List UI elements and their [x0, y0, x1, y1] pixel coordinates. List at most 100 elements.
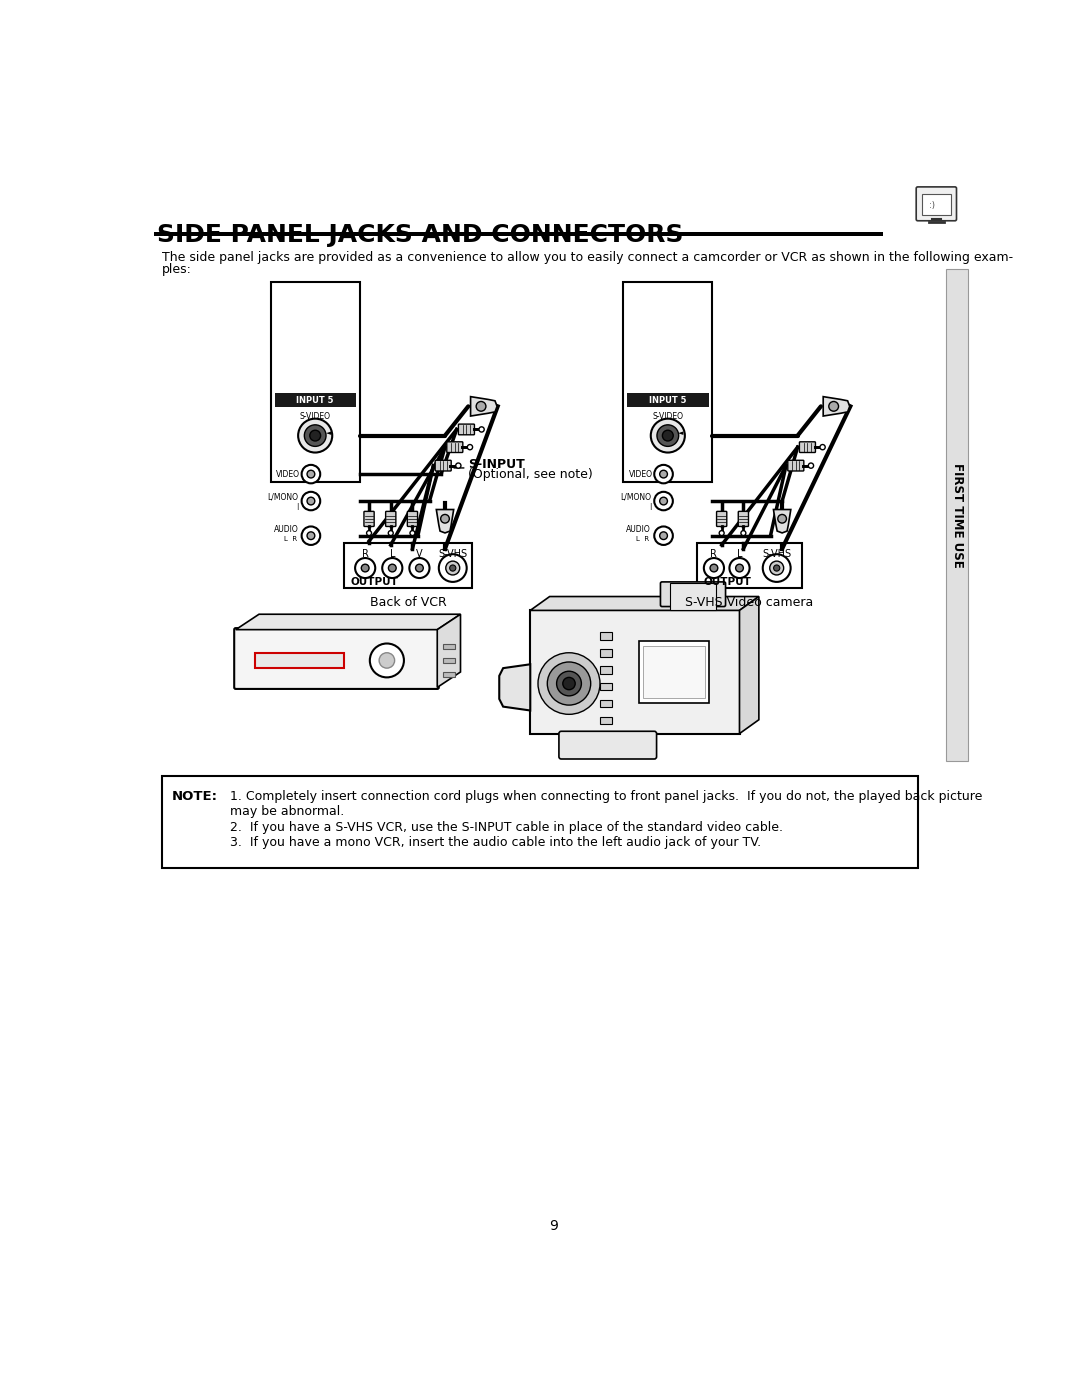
- Polygon shape: [471, 397, 497, 416]
- Circle shape: [660, 471, 667, 478]
- Text: S-VHS Video camera: S-VHS Video camera: [685, 595, 813, 609]
- Circle shape: [770, 562, 784, 576]
- Text: (Optional, see note): (Optional, see note): [469, 468, 593, 482]
- FancyBboxPatch shape: [444, 672, 455, 676]
- Circle shape: [446, 562, 460, 576]
- Text: FIRST TIME USE: FIRST TIME USE: [950, 462, 963, 567]
- Circle shape: [741, 531, 746, 535]
- Circle shape: [773, 564, 780, 571]
- FancyBboxPatch shape: [274, 393, 356, 407]
- Text: R: R: [711, 549, 717, 559]
- Text: INPUT 5: INPUT 5: [296, 395, 334, 405]
- Text: S-VIDEO: S-VIDEO: [652, 412, 684, 420]
- Circle shape: [548, 662, 591, 705]
- Text: SIDE PANEL JACKS AND CONNECTORS: SIDE PANEL JACKS AND CONNECTORS: [157, 224, 684, 247]
- FancyBboxPatch shape: [447, 441, 463, 453]
- FancyBboxPatch shape: [627, 393, 708, 407]
- Text: INPUT 5: INPUT 5: [649, 395, 687, 405]
- Text: 9: 9: [549, 1220, 558, 1234]
- Text: VIDEO: VIDEO: [276, 469, 300, 479]
- Polygon shape: [823, 397, 850, 416]
- Text: 3.  If you have a mono VCR, insert the audio cable into the left audio jack of y: 3. If you have a mono VCR, insert the au…: [230, 835, 761, 849]
- FancyBboxPatch shape: [643, 645, 704, 698]
- FancyBboxPatch shape: [345, 543, 472, 588]
- FancyBboxPatch shape: [255, 652, 345, 668]
- FancyBboxPatch shape: [154, 232, 882, 236]
- Polygon shape: [499, 665, 530, 711]
- FancyBboxPatch shape: [444, 644, 455, 648]
- Circle shape: [379, 652, 394, 668]
- Text: AUDIO: AUDIO: [273, 525, 298, 534]
- Circle shape: [719, 531, 725, 535]
- FancyBboxPatch shape: [697, 543, 801, 588]
- Circle shape: [820, 444, 825, 450]
- Circle shape: [307, 471, 314, 478]
- Circle shape: [729, 557, 750, 578]
- Text: Back of VCR: Back of VCR: [369, 595, 446, 609]
- Circle shape: [389, 564, 396, 571]
- Text: L  R: L R: [284, 536, 297, 542]
- Circle shape: [762, 555, 791, 583]
- FancyBboxPatch shape: [600, 648, 611, 657]
- FancyBboxPatch shape: [670, 584, 716, 610]
- Text: ples:: ples:: [162, 263, 192, 277]
- FancyBboxPatch shape: [787, 460, 804, 471]
- Circle shape: [369, 644, 404, 678]
- FancyBboxPatch shape: [559, 731, 657, 759]
- Text: |: |: [649, 503, 651, 510]
- Circle shape: [307, 497, 314, 504]
- Circle shape: [662, 430, 673, 441]
- Circle shape: [563, 678, 576, 690]
- FancyBboxPatch shape: [234, 629, 438, 689]
- Text: AUDIO: AUDIO: [626, 525, 651, 534]
- Polygon shape: [436, 510, 454, 532]
- Circle shape: [556, 671, 581, 696]
- Text: VIDEO: VIDEO: [629, 469, 652, 479]
- Text: OUTPUT: OUTPUT: [350, 577, 399, 587]
- FancyBboxPatch shape: [600, 717, 611, 725]
- Circle shape: [660, 532, 667, 539]
- Circle shape: [298, 419, 333, 453]
- Circle shape: [704, 557, 724, 578]
- Text: L: L: [737, 549, 742, 559]
- Circle shape: [362, 564, 369, 571]
- FancyBboxPatch shape: [799, 441, 815, 453]
- Text: ◄: ◄: [326, 430, 332, 436]
- Circle shape: [654, 527, 673, 545]
- Circle shape: [828, 401, 838, 411]
- Circle shape: [382, 557, 403, 578]
- Text: S-VIDEO: S-VIDEO: [299, 412, 330, 420]
- Text: The side panel jacks are provided as a convenience to allow you to easily connec: The side panel jacks are provided as a c…: [162, 251, 1013, 264]
- Text: R: R: [362, 549, 368, 559]
- FancyBboxPatch shape: [600, 700, 611, 707]
- Circle shape: [654, 465, 673, 483]
- Circle shape: [307, 532, 314, 539]
- Polygon shape: [235, 615, 460, 630]
- Circle shape: [538, 652, 600, 714]
- Circle shape: [301, 527, 321, 545]
- FancyBboxPatch shape: [600, 666, 611, 673]
- Text: L/MONO: L/MONO: [268, 493, 298, 502]
- FancyBboxPatch shape: [435, 460, 451, 471]
- Circle shape: [389, 531, 393, 535]
- Text: V: V: [416, 549, 422, 559]
- Text: L/MONO: L/MONO: [620, 493, 651, 502]
- Text: 1. Completely insert connection cord plugs when connecting to front panel jacks.: 1. Completely insert connection cord plu…: [230, 789, 983, 803]
- Circle shape: [654, 492, 673, 510]
- Polygon shape: [773, 510, 791, 532]
- Circle shape: [310, 430, 321, 441]
- Text: S-INPUT: S-INPUT: [469, 458, 525, 471]
- FancyBboxPatch shape: [530, 610, 740, 733]
- Circle shape: [366, 531, 372, 535]
- Circle shape: [409, 557, 430, 578]
- Circle shape: [456, 462, 461, 468]
- Text: L  R: L R: [636, 536, 649, 542]
- FancyBboxPatch shape: [386, 511, 396, 527]
- Text: |: |: [296, 503, 298, 510]
- Circle shape: [478, 427, 484, 432]
- Text: NOTE:: NOTE:: [172, 789, 217, 803]
- FancyBboxPatch shape: [407, 511, 418, 527]
- Circle shape: [468, 444, 473, 450]
- Circle shape: [449, 564, 456, 571]
- Circle shape: [301, 465, 321, 483]
